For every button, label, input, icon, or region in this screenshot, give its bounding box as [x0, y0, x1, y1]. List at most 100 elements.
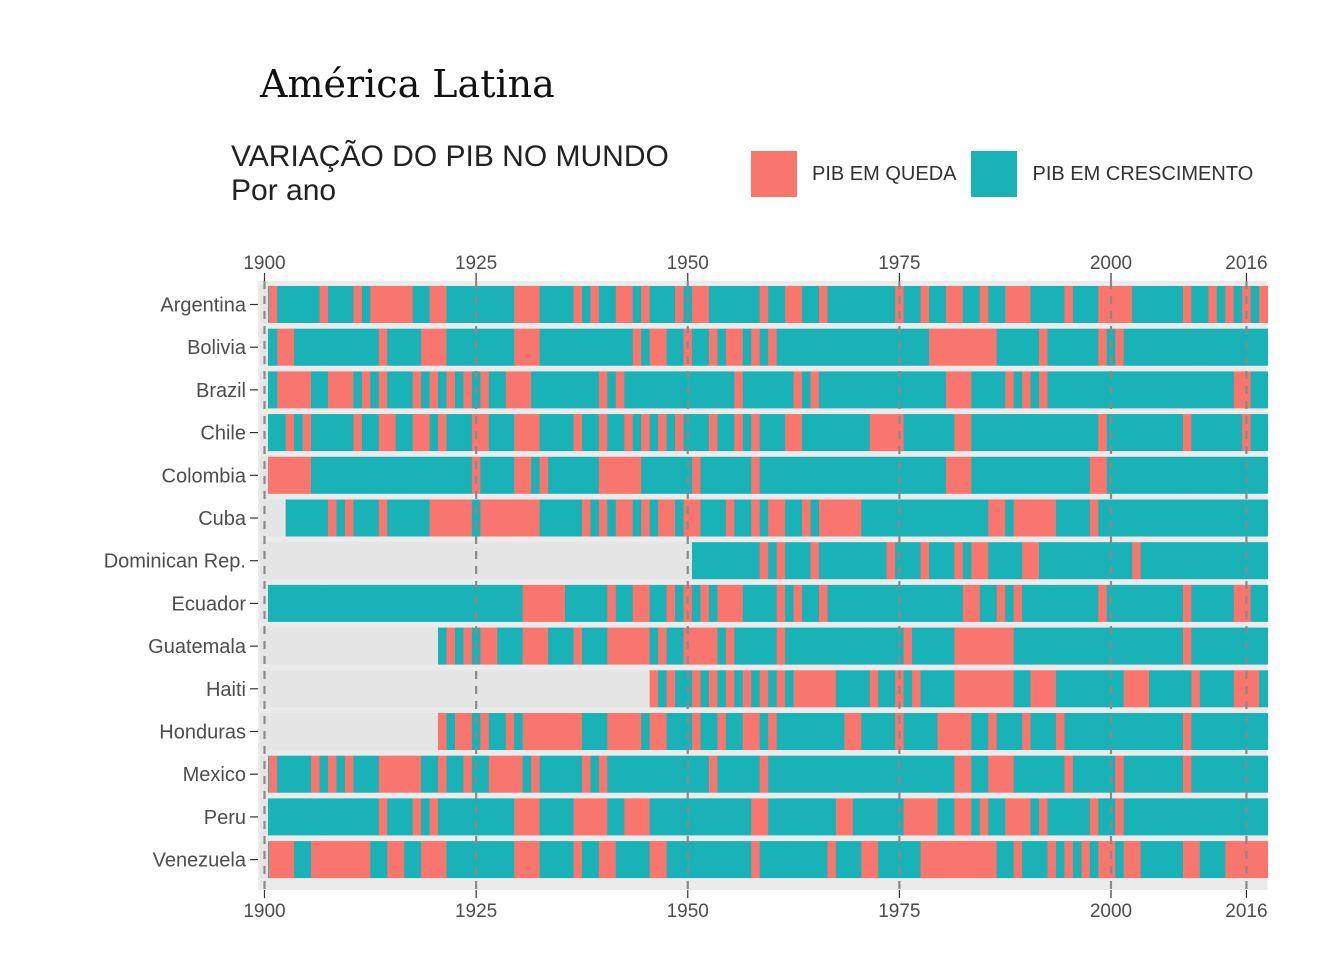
year-cell-growth — [912, 713, 921, 750]
year-cell-decline — [353, 841, 363, 879]
year-cell-growth — [1225, 414, 1235, 452]
year-cell-decline — [835, 499, 845, 537]
year-cell-decline — [793, 286, 803, 323]
year-cell-growth — [497, 798, 507, 836]
year-cell-growth — [734, 627, 744, 665]
year-cell-growth — [1039, 584, 1048, 622]
year-cell-growth — [827, 328, 837, 366]
year-cell-growth — [1132, 499, 1142, 537]
year-cell-decline — [1013, 499, 1023, 537]
year-cell-growth — [759, 456, 769, 494]
year-cell-growth — [717, 371, 727, 409]
year-cell-growth — [1013, 456, 1023, 494]
year-cell-growth — [1140, 456, 1150, 494]
year-cell-growth — [903, 328, 913, 366]
year-cell-decline — [996, 670, 1006, 708]
year-cell-decline — [996, 499, 1006, 537]
year-cell-decline — [954, 371, 964, 409]
year-cell-growth — [624, 584, 634, 622]
year-cell-decline — [1039, 328, 1048, 366]
year-cell-decline — [581, 798, 591, 836]
year-cell-decline — [929, 798, 938, 836]
year-cell-decline — [675, 286, 684, 323]
year-cell-growth — [361, 584, 371, 622]
year-cell-decline — [632, 627, 642, 665]
year-cell-decline — [1098, 456, 1108, 494]
year-cell-growth — [768, 584, 778, 622]
year-cell-decline — [429, 499, 439, 537]
year-cell-growth — [793, 755, 803, 793]
year-cell-decline — [1081, 841, 1091, 879]
year-cell-decline — [514, 371, 524, 409]
year-cell-growth — [565, 755, 574, 793]
country-label: Dominican Rep. — [104, 551, 246, 573]
year-cell-growth — [1208, 798, 1218, 836]
year-cell-decline — [1106, 841, 1116, 879]
year-cell-growth — [878, 713, 888, 750]
year-cell-decline — [776, 499, 786, 537]
year-cell-decline — [691, 286, 701, 323]
year-cell-decline — [285, 371, 295, 409]
year-cell-growth — [1072, 542, 1082, 580]
year-cell-growth — [920, 670, 930, 708]
year-cell-growth — [742, 841, 752, 879]
year-cell-decline — [988, 841, 998, 879]
year-cell-growth — [1208, 456, 1218, 494]
year-cell-growth — [285, 798, 295, 836]
year-cell-decline — [531, 627, 541, 665]
year-cell-growth — [548, 755, 557, 793]
year-cell-growth — [1233, 286, 1243, 323]
year-cell-growth — [903, 542, 913, 580]
year-cell-growth — [691, 328, 701, 366]
year-cell-growth — [327, 584, 337, 622]
year-cell-growth — [412, 499, 422, 537]
year-cell-decline — [869, 670, 879, 708]
year-cell-decline — [903, 798, 913, 836]
year-cell-decline — [1123, 670, 1133, 708]
year-cell-growth — [1250, 542, 1260, 580]
year-cell-growth — [937, 499, 947, 537]
year-cell-decline — [539, 584, 549, 622]
year-cell-decline — [395, 841, 405, 879]
year-cell-growth — [590, 755, 600, 793]
year-cell-decline — [404, 755, 414, 793]
year-cell-decline — [294, 371, 303, 409]
year-cell-growth — [311, 584, 320, 622]
year-cell-decline — [641, 414, 651, 452]
year-cell-growth — [1013, 328, 1023, 366]
year-cell-growth — [649, 456, 659, 494]
year-cell-decline — [658, 414, 667, 452]
year-cell-growth — [1098, 798, 1108, 836]
year-cell-growth — [1132, 584, 1142, 622]
year-cell-growth — [548, 627, 557, 665]
year-cell-growth — [1039, 713, 1048, 750]
year-cell-growth — [802, 627, 811, 665]
year-cell-growth — [395, 414, 405, 452]
year-cell-growth — [1039, 841, 1048, 879]
year-cell-decline — [962, 414, 972, 452]
year-cell-growth — [497, 627, 507, 665]
year-cell-decline — [768, 328, 778, 366]
year-cell-growth — [725, 798, 735, 836]
year-cell-growth — [615, 798, 625, 836]
year-cell-growth — [1225, 542, 1235, 580]
year-cell-growth — [1157, 456, 1167, 494]
year-cell-growth — [810, 456, 820, 494]
year-cell-decline — [624, 456, 634, 494]
year-cell-growth — [581, 371, 591, 409]
year-cell-growth — [1191, 456, 1201, 494]
year-cell-growth — [1013, 713, 1023, 750]
year-cell-decline — [1225, 286, 1235, 323]
year-cell-growth — [361, 286, 371, 323]
year-cell-growth — [488, 713, 498, 750]
year-cell-growth — [548, 328, 557, 366]
year-cell-growth — [658, 456, 667, 494]
year-cell-growth — [945, 499, 955, 537]
year-cell-growth — [649, 584, 659, 622]
year-cell-growth — [725, 371, 735, 409]
year-cell-growth — [759, 499, 769, 537]
year-cell-growth — [1199, 414, 1209, 452]
year-cell-decline — [1259, 286, 1269, 323]
year-cell-growth — [632, 414, 642, 452]
year-cell-growth — [708, 584, 718, 622]
